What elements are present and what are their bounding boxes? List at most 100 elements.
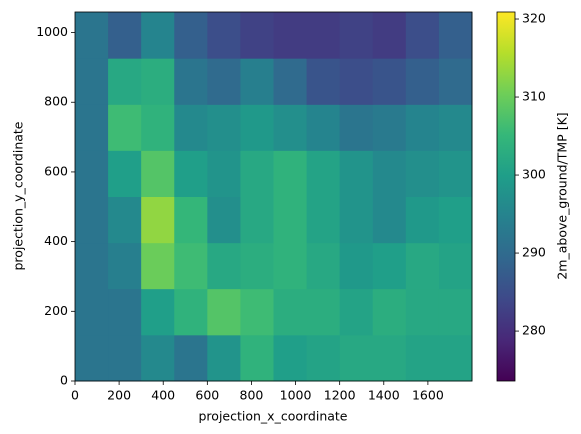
- heatmap-cell: [372, 288, 407, 336]
- heatmap-cell: [273, 12, 308, 59]
- heatmap-cell: [108, 288, 142, 336]
- x-tick-label: 1000: [280, 388, 312, 403]
- heatmap-cell: [108, 12, 142, 59]
- heatmap-cell: [339, 58, 374, 105]
- plot-frame: [74, 11, 473, 382]
- heatmap-cell: [240, 12, 274, 59]
- y-tick-label: 800: [44, 94, 68, 109]
- heatmap-cell: [339, 242, 374, 290]
- heatmap-cell: [174, 288, 208, 336]
- heatmap-cell: [405, 334, 440, 382]
- x-tick-label: 800: [240, 388, 264, 403]
- colorbar: [496, 11, 516, 382]
- heatmap-cell: [207, 334, 241, 382]
- heatmap-cell: [141, 288, 175, 336]
- heatmap-cell: [306, 288, 341, 336]
- heatmap-cell: [75, 196, 109, 244]
- heatmap-cell: [141, 242, 175, 290]
- heatmap-cell: [240, 104, 274, 151]
- y-tick-label: 600: [44, 163, 68, 178]
- heatmap-cell: [108, 242, 142, 290]
- heatmap-cell: [273, 150, 308, 197]
- heatmap-cell: [75, 150, 109, 197]
- heatmap-cell: [372, 12, 407, 59]
- heatmap-cell: [240, 242, 274, 290]
- heatmap-cell: [339, 104, 374, 151]
- heatmap-cell: [141, 334, 175, 382]
- heatmap-cell: [240, 288, 274, 336]
- heatmap-cell: [372, 334, 407, 382]
- heatmap-cell: [108, 334, 142, 382]
- heatmap-cell: [141, 58, 175, 105]
- heatmap-cell: [306, 58, 341, 105]
- heatmap-cell: [174, 58, 208, 105]
- heatmap-cell: [174, 150, 208, 197]
- heatmap-cell: [273, 104, 308, 151]
- heatmap-cell: [405, 242, 440, 290]
- heatmap-cell: [339, 12, 374, 59]
- heatmap-cell: [273, 242, 308, 290]
- colorbar-tick-label: 300: [522, 167, 546, 182]
- heatmap-cell: [207, 288, 241, 336]
- heatmap-cell: [339, 334, 374, 382]
- heatmap-cell: [306, 104, 341, 151]
- heatmap-cell: [438, 334, 473, 382]
- colorbar-tick-label: 280: [522, 323, 546, 338]
- heatmap-cell: [273, 196, 308, 244]
- heatmap-cell: [141, 150, 175, 197]
- heatmap-cell: [108, 196, 142, 244]
- colorbar-label: 2m_above_ground/TMP [K]: [555, 112, 570, 279]
- heatmap-cell: [207, 58, 241, 105]
- heatmap-cell: [75, 12, 109, 59]
- y-tick-label: 200: [44, 303, 68, 318]
- heatmap: [75, 12, 473, 382]
- heatmap-cell: [438, 242, 473, 290]
- heatmap-cell: [273, 58, 308, 105]
- heatmap-cell: [108, 58, 142, 105]
- colorbar-tick-label: 290: [522, 245, 546, 260]
- x-tick-label: 1400: [368, 388, 400, 403]
- heatmap-cell: [306, 12, 341, 59]
- heatmap-cell: [438, 196, 473, 244]
- heatmap-cell: [207, 242, 241, 290]
- y-tick-label: 400: [44, 233, 68, 248]
- heatmap-cell: [75, 334, 109, 382]
- heatmap-cell: [372, 196, 407, 244]
- heatmap-cell: [174, 334, 208, 382]
- heatmap-cell: [207, 196, 241, 244]
- heatmap-cell: [405, 58, 440, 105]
- y-tick-label: 1000: [36, 24, 68, 39]
- heatmap-cell: [240, 150, 274, 197]
- heatmap-cell: [108, 150, 142, 197]
- heatmap-cell: [438, 150, 473, 197]
- x-axis-label: projection_x_coordinate: [199, 409, 348, 424]
- heatmap-cell: [207, 150, 241, 197]
- heatmap-cell: [405, 12, 440, 59]
- heatmap-cell: [207, 12, 241, 59]
- heatmap-cell: [108, 104, 142, 151]
- heatmap-cell: [174, 242, 208, 290]
- heatmap-cell: [438, 12, 473, 59]
- heatmap-cell: [306, 196, 341, 244]
- y-axis-label: projection_y_coordinate: [11, 121, 26, 270]
- heatmap-cell: [141, 12, 175, 59]
- y-tick-label: 0: [60, 373, 68, 388]
- x-tick-label: 400: [151, 388, 175, 403]
- heatmap-cell: [174, 196, 208, 244]
- heatmap-cell: [141, 104, 175, 151]
- heatmap-cell: [141, 196, 175, 244]
- heatmap-cell: [240, 196, 274, 244]
- heatmap-cell: [273, 288, 308, 336]
- heatmap-cell: [372, 58, 407, 105]
- heatmap-cell: [405, 150, 440, 197]
- heatmap-cell: [339, 150, 374, 197]
- colorbar-tick-label: 320: [522, 11, 546, 26]
- heatmap-cell: [75, 288, 109, 336]
- x-tick-label: 200: [107, 388, 131, 403]
- heatmap-cell: [405, 288, 440, 336]
- heatmap-cell: [75, 242, 109, 290]
- heatmap-cell: [75, 58, 109, 105]
- heatmap-cell: [174, 104, 208, 151]
- heatmap-cell: [438, 58, 473, 105]
